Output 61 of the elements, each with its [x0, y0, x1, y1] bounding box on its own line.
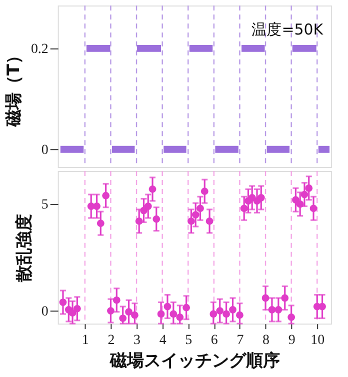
- point: [148, 185, 156, 193]
- point: [182, 304, 190, 312]
- point: [206, 218, 214, 225]
- point: [300, 190, 308, 198]
- x-tick-label: 3: [134, 333, 141, 348]
- point: [262, 294, 270, 302]
- point: [257, 194, 265, 202]
- point: [59, 298, 67, 306]
- x-tick-label: 7: [236, 333, 244, 348]
- point: [296, 200, 304, 208]
- y-tick-label: 0: [41, 142, 48, 158]
- point: [152, 215, 160, 223]
- point: [229, 306, 236, 314]
- point: [222, 310, 230, 318]
- point: [288, 314, 296, 321]
- point: [281, 294, 289, 302]
- point: [274, 306, 282, 314]
- y-tick-label: 5: [41, 198, 48, 213]
- x-tick-label: 4: [159, 333, 166, 348]
- y-tick-label: 0.2: [30, 42, 48, 57]
- point: [68, 309, 76, 317]
- x-tick-label: 1: [82, 333, 89, 348]
- point: [236, 311, 244, 319]
- annotation: 温度=50K: [252, 20, 324, 38]
- y-tick-label: 0: [41, 304, 48, 320]
- point: [310, 204, 318, 212]
- point: [268, 306, 276, 314]
- point: [93, 202, 100, 210]
- point: [157, 310, 165, 318]
- point: [125, 308, 132, 316]
- point: [318, 302, 326, 310]
- x-tick-label: 2: [108, 333, 115, 348]
- point: [196, 204, 204, 212]
- point: [210, 310, 218, 318]
- x-tick-label: 6: [210, 333, 218, 348]
- x-tick-label: 8: [262, 333, 270, 348]
- x-tick-label: 9: [288, 333, 296, 348]
- point: [192, 211, 200, 218]
- point: [164, 302, 172, 310]
- x-tick-label: 10: [310, 333, 325, 348]
- y-axis-title: 磁場（T）: [2, 47, 23, 128]
- y-axis-title: 散乱強度: [13, 214, 34, 283]
- point: [112, 296, 120, 304]
- point: [170, 310, 178, 318]
- point: [305, 184, 313, 192]
- point: [119, 314, 127, 322]
- point: [144, 202, 152, 210]
- point: [73, 304, 81, 312]
- point: [96, 220, 104, 228]
- point: [107, 307, 114, 314]
- point: [131, 311, 138, 319]
- point: [292, 196, 300, 204]
- point: [216, 307, 224, 314]
- point: [188, 218, 195, 225]
- point: [240, 204, 248, 212]
- point: [135, 218, 143, 225]
- point: [176, 314, 184, 321]
- point: [200, 188, 208, 196]
- x-axis-title: 磁場スイッチング順序: [108, 350, 280, 370]
- x-tick-label: 5: [185, 333, 192, 348]
- point: [102, 192, 110, 200]
